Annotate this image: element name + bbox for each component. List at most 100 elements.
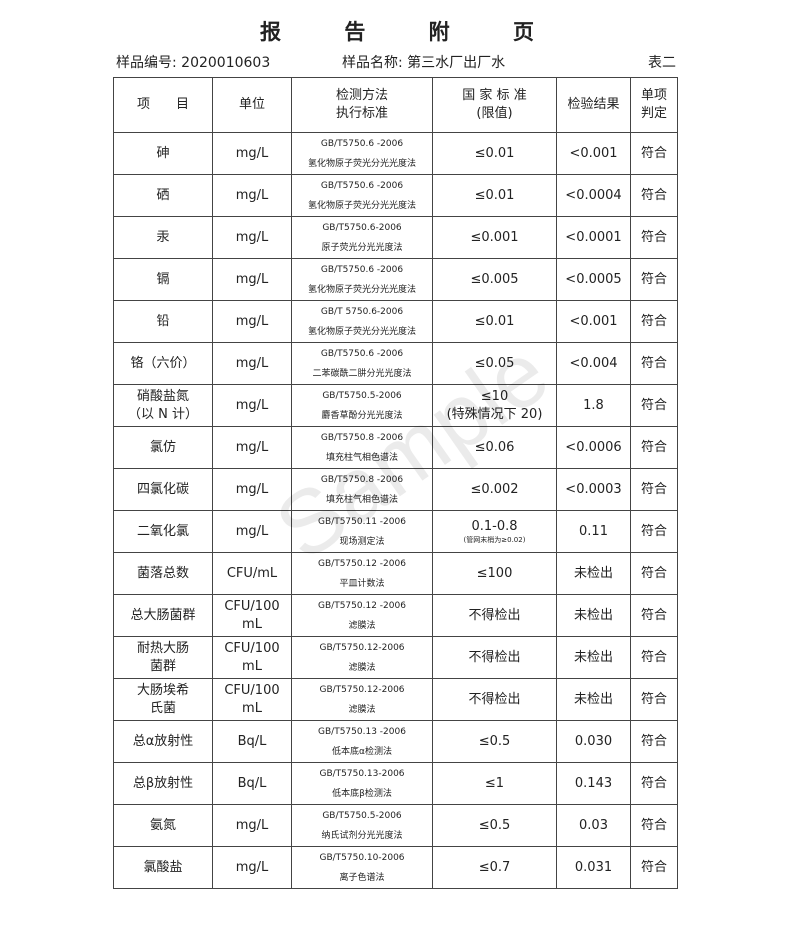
limit-value: 不得检出: [468, 691, 521, 707]
limit-cell: 0.1-0.8 (管网末梢为≥0.02): [432, 510, 557, 553]
header-method-line2: 执行标准: [335, 106, 388, 121]
method-name: 现场测定法: [339, 536, 385, 547]
method-name: 填充柱气相色谱法: [325, 452, 398, 463]
table-row: 铬（六价） mg/L GB/T5750.6 -2006 二苯碳酰二肼分光光度法 ≤0.0…: [113, 342, 678, 385]
standard-code: GB/T5750.6 -2006: [320, 348, 404, 359]
method-name: 氢化物原子荧光分光光度法: [307, 200, 416, 211]
method-cell: GB/T5750.12-2006 滤膜法: [291, 678, 433, 721]
judgement-cell: 符合: [630, 384, 678, 427]
standard-code: GB/T5750.6 -2006: [320, 264, 404, 275]
header-method: 检测方法 执行标准: [291, 77, 433, 133]
method-name: 填充柱气相色谱法: [325, 494, 398, 505]
method-cell: GB/T5750.10-2006 离子色谱法: [291, 846, 433, 889]
limit-value: ≤0.5: [478, 817, 511, 833]
limit-cell: ≤10 (特殊情况下 20): [432, 384, 557, 427]
unit-cell: mg/L: [212, 846, 292, 889]
method-name: 氢化物原子荧光分光光度法: [307, 326, 416, 337]
header-standard: 国 家 标 准 (限值): [432, 77, 557, 133]
method-name: 滤膜法: [348, 662, 376, 673]
judgement-cell: 符合: [630, 846, 678, 889]
judgement-cell: 符合: [630, 804, 678, 847]
header-standard-line2: (限值): [476, 106, 513, 121]
judgement-cell: 符合: [630, 300, 678, 343]
item-cell: 二氧化氯: [113, 510, 213, 553]
limit-value: ≤0.01: [474, 187, 515, 203]
unit-cell: Bq/L: [212, 762, 292, 805]
method-name: 氢化物原子荧光分光光度法: [307, 158, 416, 169]
result-cell: 未检出: [556, 678, 631, 721]
unit-cell: mg/L: [212, 174, 292, 217]
result-cell: <0.0001: [556, 216, 631, 259]
item-cell: 铅: [113, 300, 213, 343]
header-method-line1: 检测方法: [335, 88, 388, 104]
method-cell: GB/T5750.12 -2006 滤膜法: [291, 594, 433, 637]
result-cell: 0.143: [556, 762, 631, 805]
item-cell: 总α放射性: [113, 720, 213, 763]
result-cell: <0.0006: [556, 426, 631, 469]
sample-meta: 样品编号: 2020010603 样品名称: 第三水厂出厂水 表二: [116, 52, 676, 74]
table-row: 总β放射性 Bq/L GB/T5750.13-2006 低本底β检测法 ≤1 0.143 符…: [113, 762, 678, 805]
table-row: 二氧化氯 mg/L GB/T5750.11 -2006 现场测定法 0.1-0.8 (管网…: [113, 510, 678, 553]
item-cell: 大肠埃希 氏菌: [113, 678, 213, 721]
method-cell: GB/T5750.8 -2006 填充柱气相色谱法: [291, 468, 433, 511]
limit-cell: ≤100: [432, 552, 557, 595]
item-cell: 硒: [113, 174, 213, 217]
judgement-cell: 符合: [630, 174, 678, 217]
table-row: 氯酸盐 mg/L GB/T5750.10-2006 离子色谱法 ≤0.7 0.031 符合: [113, 846, 678, 889]
sample-name: 样品名称: 第三水厂出厂水: [342, 55, 506, 71]
item-cell: 砷: [113, 132, 213, 175]
method-name: 二苯碳酰二肼分光光度法: [312, 368, 412, 379]
item-cell: 总大肠菌群: [113, 594, 213, 637]
standard-code: GB/T5750.5-2006: [322, 810, 402, 821]
unit-cell: mg/L: [212, 426, 292, 469]
result-cell: 0.11: [556, 510, 631, 553]
item-cell: 汞: [113, 216, 213, 259]
result-cell: <0.0005: [556, 258, 631, 301]
limit-cell: ≤0.001: [432, 216, 557, 259]
standard-code: GB/T5750.8 -2006: [320, 474, 404, 485]
table-row: 氨氮 mg/L GB/T5750.5-2006 纳氏试剂分光光度法 ≤0.5 0.03 符合: [113, 804, 678, 847]
standard-code: GB/T5750.12 -2006: [318, 600, 406, 611]
limit-value: 不得检出: [468, 649, 521, 665]
limit-value: ≤10 (特殊情况下 20): [446, 388, 543, 422]
unit-cell: CFU/mL: [212, 552, 292, 595]
standard-code: GB/T5750.11 -2006: [318, 516, 406, 527]
sample-number: 样品编号: 2020010603: [116, 55, 271, 71]
limit-cell: 不得检出: [432, 636, 557, 679]
unit-cell: mg/L: [212, 468, 292, 511]
unit-cell: mg/L: [212, 132, 292, 175]
standard-code: GB/T5750.10-2006: [319, 852, 405, 863]
header-item: 项 目: [113, 77, 213, 133]
unit-cell: mg/L: [212, 384, 292, 427]
standard-code: GB/T5750.6-2006: [322, 222, 402, 233]
limit-cell: ≤0.01: [432, 174, 557, 217]
result-cell: 未检出: [556, 552, 631, 595]
unit-cell: mg/L: [212, 342, 292, 385]
limit-value: 不得检出: [468, 607, 521, 623]
unit-cell: CFU/100 mL: [212, 594, 292, 637]
unit-cell: mg/L: [212, 300, 292, 343]
limit-value: ≤0.002: [470, 481, 519, 497]
limit-value: ≤0.7: [478, 859, 511, 875]
table-row: 砷 mg/L GB/T5750.6 -2006 氢化物原子荧光分光光度法 ≤0.01 <0…: [113, 132, 678, 175]
limit-value: ≤0.05: [474, 355, 515, 371]
judgement-cell: 符合: [630, 132, 678, 175]
limit-cell: ≤0.01: [432, 132, 557, 175]
page-title: 报 告 附 页: [260, 20, 562, 44]
limit-value: ≤0.06: [474, 439, 515, 455]
result-cell: 0.031: [556, 846, 631, 889]
method-name: 滤膜法: [348, 704, 376, 715]
limit-cell: 不得检出: [432, 594, 557, 637]
judgement-cell: 符合: [630, 216, 678, 259]
standard-code: GB/T5750.12-2006: [319, 684, 405, 695]
standard-code: GB/T5750.8 -2006: [320, 432, 404, 443]
unit-cell: Bq/L: [212, 720, 292, 763]
item-cell: 氯酸盐: [113, 846, 213, 889]
item-cell: 氨氮: [113, 804, 213, 847]
limit-value: ≤1: [484, 775, 505, 791]
judgement-cell: 符合: [630, 468, 678, 511]
standard-code: GB/T5750.5-2006: [322, 390, 402, 401]
method-cell: GB/T5750.5-2006 麝香草酚分光光度法: [291, 384, 433, 427]
standard-code: GB/T5750.6 -2006: [320, 138, 404, 149]
item-cell: 四氯化碳: [113, 468, 213, 511]
